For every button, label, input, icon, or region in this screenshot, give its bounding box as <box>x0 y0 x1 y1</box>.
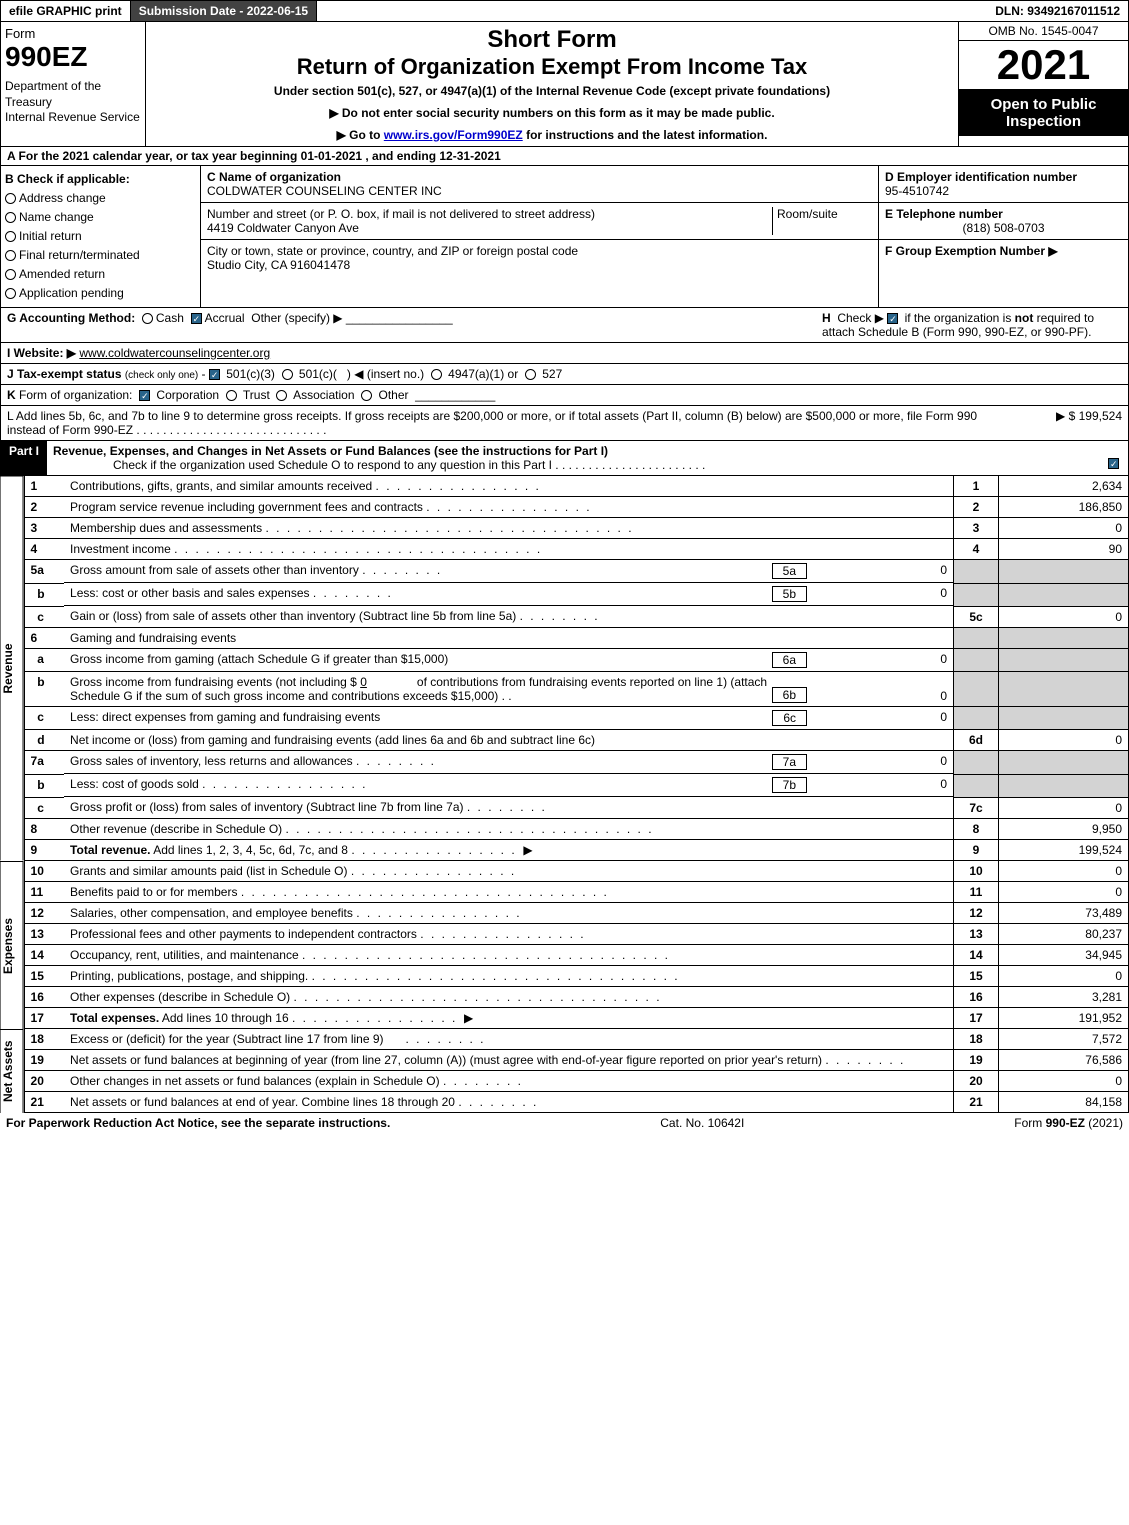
city-label: City or town, state or province, country… <box>207 244 578 258</box>
check-if-applicable: B Check if applicable: Address change Na… <box>1 166 201 307</box>
net-assets-table: 18Excess or (deficit) for the year (Subt… <box>24 1029 1129 1113</box>
group-exemption-label: F Group Exemption Number ▶ <box>885 244 1058 258</box>
form-label: Form <box>5 26 141 41</box>
phone-value: (818) 508-0703 <box>885 221 1122 235</box>
revenue-table: 1Contributions, gifts, grants, and simil… <box>24 476 1129 861</box>
addr-label: Number and street (or P. O. box, if mail… <box>207 207 595 221</box>
final-return-checkbox[interactable] <box>5 250 16 261</box>
dept-label: Department of the Treasury Internal Reve… <box>5 79 141 126</box>
org-name: COLDWATER COUNSELING CENTER INC <box>207 184 442 198</box>
top-bar: efile GRAPHIC print Submission Date - 20… <box>0 0 1129 22</box>
section-b-block: B Check if applicable: Address change Na… <box>0 166 1129 308</box>
501c3-checkbox[interactable] <box>209 369 220 380</box>
initial-return-checkbox[interactable] <box>5 231 16 242</box>
address-change-checkbox[interactable] <box>5 193 16 204</box>
part-1-header: Part I Revenue, Expenses, and Changes in… <box>0 441 1129 476</box>
page-footer: For Paperwork Reduction Act Notice, see … <box>0 1113 1129 1133</box>
name-change-checkbox[interactable] <box>5 212 16 223</box>
schedule-b-checkbox[interactable] <box>887 313 898 324</box>
ein-value: 95-4510742 <box>885 184 949 198</box>
line-k: K Form of organization: Corporation Trus… <box>0 385 1129 406</box>
cash-radio[interactable] <box>142 313 153 324</box>
other-radio[interactable] <box>361 390 372 401</box>
ein-label: D Employer identification number <box>885 170 1077 184</box>
revenue-side-label: Revenue <box>0 476 24 861</box>
paperwork-notice: For Paperwork Reduction Act Notice, see … <box>6 1116 390 1130</box>
city-value: Studio City, CA 916041478 <box>207 258 350 272</box>
line-i: I Website: ▶ www.coldwatercounselingcent… <box>0 343 1129 364</box>
instructions-note: ▶ Go to www.irs.gov/Form990EZ for instru… <box>154 128 950 142</box>
form-number: 990EZ <box>5 41 141 73</box>
submission-date: Submission Date - 2022-06-15 <box>131 1 317 21</box>
form-subtitle: Under section 501(c), 527, or 4947(a)(1)… <box>154 84 950 98</box>
open-public: Open to Public Inspection <box>959 90 1128 136</box>
phone-label: E Telephone number <box>885 207 1003 221</box>
line-j: J Tax-exempt status (check only one) - 5… <box>0 364 1129 385</box>
org-name-label: C Name of organization <box>207 170 341 184</box>
trust-radio[interactable] <box>226 390 237 401</box>
part-1-title: Revenue, Expenses, and Changes in Net As… <box>53 444 608 458</box>
assoc-radio[interactable] <box>276 390 287 401</box>
part-1-label: Part I <box>1 441 47 475</box>
expenses-table: 10Grants and similar amounts paid (list … <box>24 861 1129 1029</box>
website-link[interactable]: www.coldwatercounselingcenter.org <box>79 346 270 360</box>
amended-return-checkbox[interactable] <box>5 269 16 280</box>
schedule-o-checkbox[interactable] <box>1108 458 1119 469</box>
dln: DLN: 93492167011512 <box>987 1 1128 21</box>
line-l: L Add lines 5b, 6c, and 7b to line 9 to … <box>0 406 1129 441</box>
addr-value: 4419 Coldwater Canyon Ave <box>207 221 359 235</box>
ssn-warning: ▶ Do not enter social security numbers o… <box>154 106 950 120</box>
irs-link[interactable]: www.irs.gov/Form990EZ <box>384 128 523 142</box>
room-label: Room/suite <box>777 207 838 221</box>
line-g-h: G Accounting Method: Cash Accrual Other … <box>0 308 1129 343</box>
line-h: H Check ▶ if the organization is not req… <box>822 311 1122 339</box>
form-header: Form 990EZ Department of the Treasury In… <box>0 22 1129 147</box>
accrual-radio[interactable] <box>191 313 202 324</box>
corp-checkbox[interactable] <box>139 390 150 401</box>
527-radio[interactable] <box>525 369 536 380</box>
501c-radio[interactable] <box>282 369 293 380</box>
tax-year: 2021 <box>959 41 1128 90</box>
net-assets-side-label: Net Assets <box>0 1029 24 1113</box>
4947-radio[interactable] <box>431 369 442 380</box>
omb-number: OMB No. 1545-0047 <box>959 22 1128 41</box>
form-title: Return of Organization Exempt From Incom… <box>154 54 950 80</box>
line-a: A For the 2021 calendar year, or tax yea… <box>0 147 1129 166</box>
application-pending-checkbox[interactable] <box>5 288 16 299</box>
form-name-footer: Form 990-EZ (2021) <box>1014 1116 1123 1130</box>
short-form-title: Short Form <box>154 26 950 54</box>
catalog-number: Cat. No. 10642I <box>660 1116 744 1130</box>
gross-receipts-value: ▶ $ 199,524 <box>1002 409 1122 423</box>
expenses-side-label: Expenses <box>0 861 24 1029</box>
efile-print[interactable]: efile GRAPHIC print <box>1 1 131 21</box>
